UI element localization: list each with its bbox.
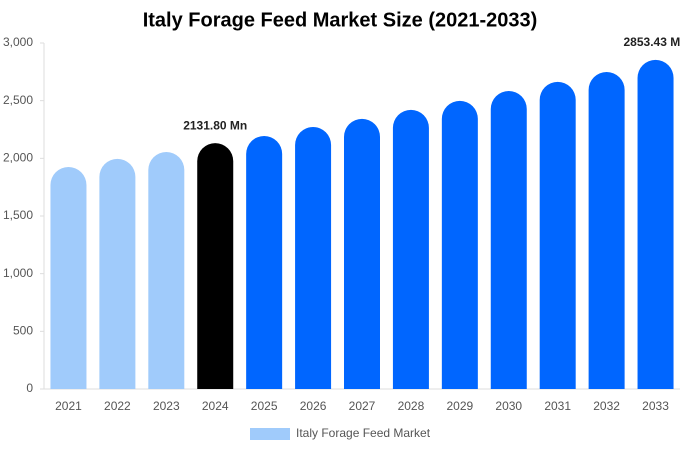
data-label: 2131.80 Mn	[183, 118, 247, 132]
x-tick-label: 2028	[398, 399, 425, 413]
bar	[148, 151, 185, 389]
bar	[637, 59, 674, 389]
y-tick-label: 2,000	[3, 151, 33, 165]
y-tick-label: 3,000	[3, 35, 33, 49]
x-tick-label: 2032	[593, 399, 620, 413]
x-tick-label: 2026	[300, 399, 327, 413]
bar	[295, 126, 332, 390]
x-tick-label: 2029	[446, 399, 473, 413]
y-tick-label: 500	[13, 324, 33, 338]
x-tick-label: 2030	[495, 399, 522, 413]
bar	[246, 135, 283, 389]
x-tick-label: 2025	[251, 399, 278, 413]
legend-swatch	[250, 428, 290, 440]
bar	[490, 90, 527, 389]
x-tick-label: 2031	[544, 399, 571, 413]
chart-title: Italy Forage Feed Market Size (2021-2033…	[143, 9, 538, 31]
legend-label: Italy Forage Feed Market	[296, 426, 431, 440]
x-tick-label: 2027	[349, 399, 376, 413]
y-tick-label: 1,000	[3, 266, 33, 280]
data-label: 2853.43 Mn	[624, 35, 680, 49]
x-tick-label: 2021	[55, 399, 82, 413]
y-tick-label: 0	[26, 381, 33, 395]
bar	[441, 100, 478, 389]
bar	[50, 166, 87, 389]
x-tick-label: 2022	[104, 399, 131, 413]
bar	[197, 143, 234, 389]
x-tick-label: 2033	[642, 399, 669, 413]
bar	[588, 71, 625, 389]
bar	[99, 158, 136, 389]
x-tick-label: 2023	[153, 399, 180, 413]
y-tick-label: 1,500	[3, 208, 33, 222]
bar	[344, 118, 380, 389]
x-tick-label: 2024	[202, 399, 229, 413]
bar	[539, 81, 576, 389]
y-tick-label: 2,500	[3, 93, 33, 107]
bar	[392, 109, 429, 389]
